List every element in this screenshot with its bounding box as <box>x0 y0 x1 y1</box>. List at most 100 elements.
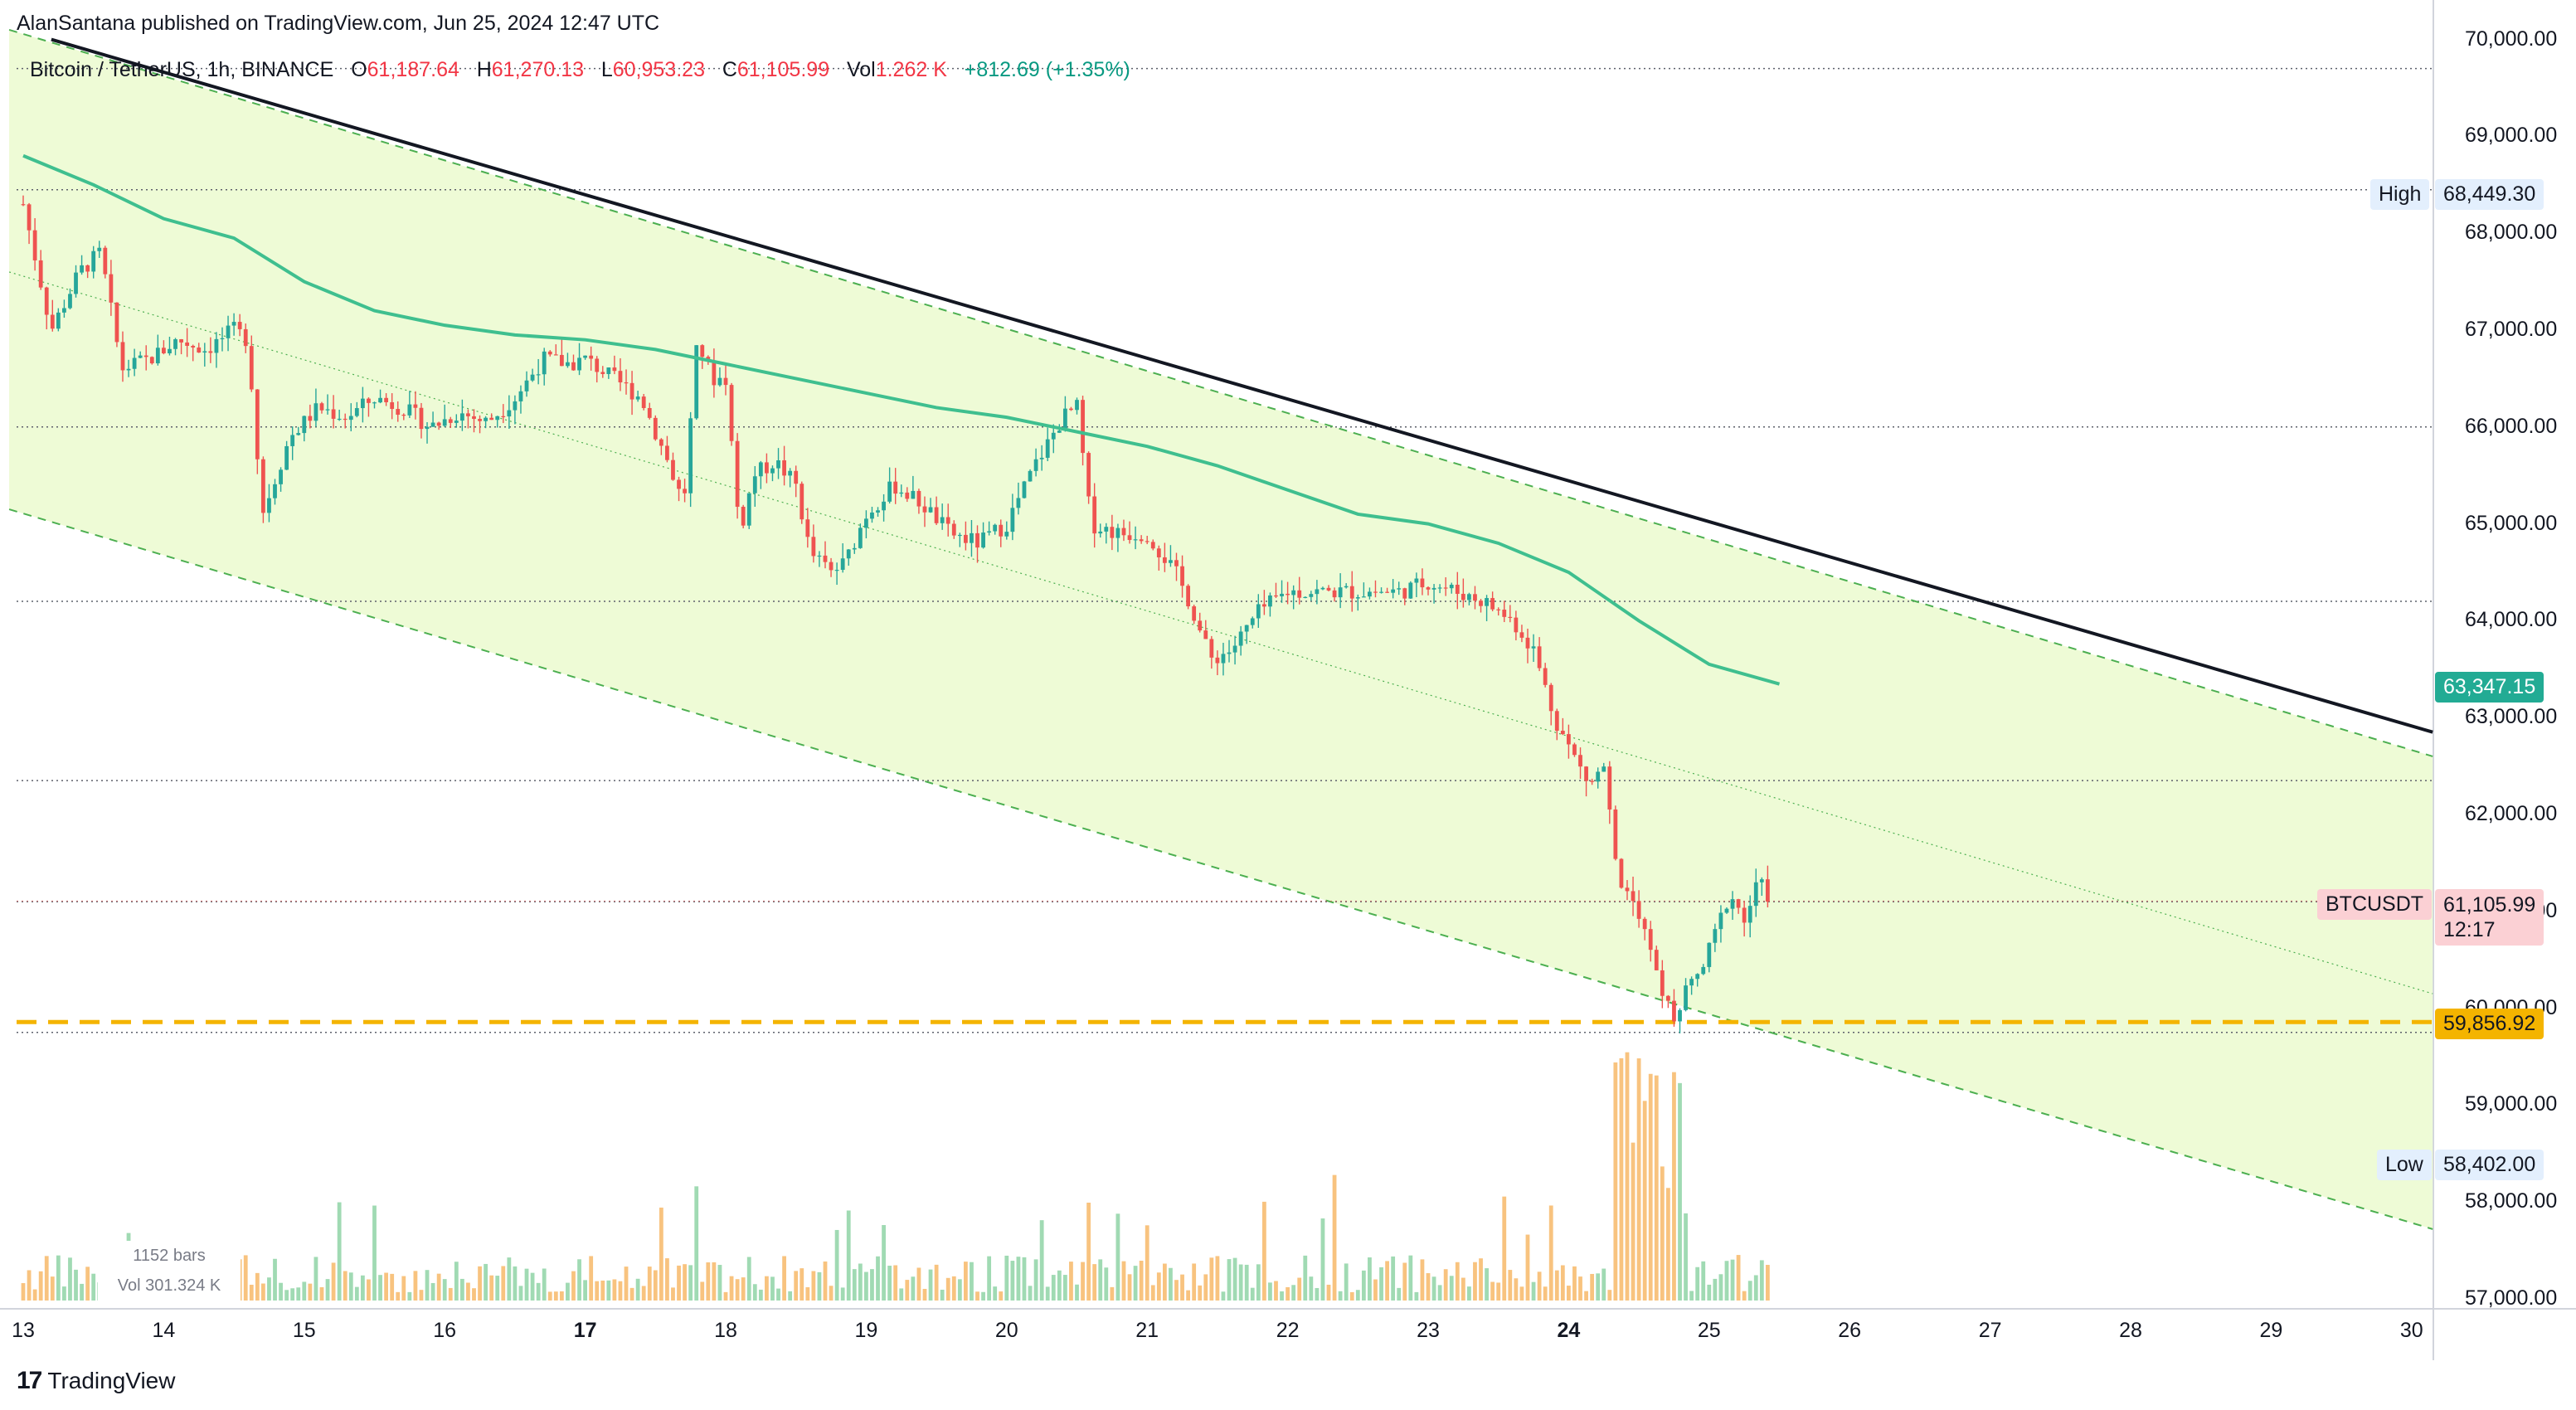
candle-body <box>1004 532 1009 537</box>
candle-body <box>641 396 646 408</box>
volume-bar <box>1332 1174 1337 1301</box>
volume-bar <box>741 1277 746 1301</box>
volume-bar <box>1408 1255 1413 1301</box>
symbol-tag: BTCUSDT <box>2317 889 2433 920</box>
candle-body <box>916 490 921 507</box>
legend-symbol[interactable]: Bitcoin / TetherUS, 1h, BINANCE <box>30 58 334 81</box>
volume-bar <box>1180 1274 1184 1301</box>
volume-bar <box>1379 1267 1383 1301</box>
volume-bar <box>484 1263 488 1301</box>
candle-body <box>1490 598 1495 610</box>
symbol-legend: Bitcoin / TetherUS, 1h, BINANCE O61,187.… <box>30 58 1130 82</box>
candle-body <box>44 287 49 315</box>
candle-body <box>629 382 634 400</box>
volume-bar <box>1473 1262 1477 1301</box>
candle-body <box>1303 596 1308 598</box>
candle-body <box>882 501 886 511</box>
candle-body <box>1256 604 1261 619</box>
volume-bar <box>1139 1261 1144 1301</box>
candle-body <box>237 322 242 329</box>
volume-bar <box>1016 1257 1021 1301</box>
candle-body <box>419 407 424 430</box>
candle-body <box>600 372 605 374</box>
volume-bar <box>1502 1196 1507 1301</box>
volume-bar <box>296 1287 301 1301</box>
volume-bar <box>1320 1218 1325 1301</box>
footer-brand[interactable]: 17 TradingView <box>17 1367 175 1395</box>
candle-body <box>1765 879 1770 902</box>
time-tick: 19 <box>854 1319 878 1342</box>
volume-bar <box>1039 1220 1044 1301</box>
candle-body <box>143 355 148 357</box>
time-tick: 13 <box>12 1319 35 1342</box>
candle-body <box>103 247 108 275</box>
volume-bar <box>430 1282 435 1301</box>
volume-bar <box>1062 1275 1067 1301</box>
candle-body <box>1455 584 1460 594</box>
volume-bar <box>384 1272 389 1301</box>
volume-bar <box>1250 1287 1255 1301</box>
volume-bar <box>1490 1281 1495 1301</box>
volume-bar <box>279 1282 283 1301</box>
candle-body <box>1578 755 1582 767</box>
price-tick: 69,000.00 <box>2465 124 2558 148</box>
volume-bar <box>255 1272 260 1301</box>
legend-high-value: 61,270.13 <box>491 58 584 81</box>
volume-bar <box>448 1287 453 1301</box>
volume-bar <box>372 1205 377 1301</box>
candle-body <box>1145 541 1149 542</box>
volume-bar <box>243 1255 248 1301</box>
volume-bar <box>951 1276 956 1301</box>
candle-body <box>478 419 482 421</box>
candle-body <box>120 342 125 371</box>
volume-bar <box>1531 1281 1536 1301</box>
volume-bar <box>1121 1261 1126 1301</box>
candle-body <box>1174 560 1179 566</box>
volume-bar <box>758 1289 763 1301</box>
candle-body <box>1104 527 1109 532</box>
volume-bar <box>970 1262 974 1301</box>
candle-body <box>1747 906 1752 923</box>
candle-body <box>290 435 295 446</box>
volume-bar <box>44 1256 49 1301</box>
volume-bar <box>1075 1284 1079 1301</box>
candle-body <box>1092 496 1097 534</box>
volume-bar <box>1753 1275 1758 1301</box>
candle-body <box>390 401 395 410</box>
candle-body <box>1379 591 1383 593</box>
candle-body <box>495 416 500 421</box>
candle-body <box>1537 646 1542 669</box>
candle-body <box>595 358 600 372</box>
volume-bar <box>957 1279 962 1301</box>
candle-body <box>1514 617 1519 633</box>
volume-bar <box>899 1288 904 1301</box>
candle-body <box>1701 966 1706 975</box>
candle-body <box>1186 586 1191 607</box>
volume-bar <box>905 1280 910 1301</box>
volume-bar <box>1397 1287 1402 1301</box>
volume-bar <box>975 1291 979 1301</box>
volume-bar <box>1560 1265 1565 1301</box>
volume-bar <box>911 1276 916 1301</box>
volume-bar <box>32 1289 37 1301</box>
candle-body <box>32 230 37 260</box>
volume-bar <box>800 1268 804 1301</box>
candle-body <box>185 342 190 346</box>
candle-body <box>1408 582 1413 599</box>
volume-bar <box>1665 1188 1670 1301</box>
high-label-tag: High <box>2370 179 2430 210</box>
candle-body <box>635 396 640 400</box>
volume-bar <box>1607 1290 1612 1301</box>
legend-low-label: L <box>600 58 613 81</box>
candle-body <box>1045 439 1050 458</box>
candle-body <box>1420 578 1425 588</box>
volume-bar <box>566 1282 570 1301</box>
volume-bar <box>1198 1285 1203 1301</box>
volume-bar <box>1654 1075 1659 1301</box>
price-tick: 64,000.00 <box>2465 608 2558 632</box>
candle-body <box>1268 595 1272 607</box>
candle-body <box>957 534 962 537</box>
candle-body <box>378 397 382 403</box>
candle-body <box>981 532 985 548</box>
